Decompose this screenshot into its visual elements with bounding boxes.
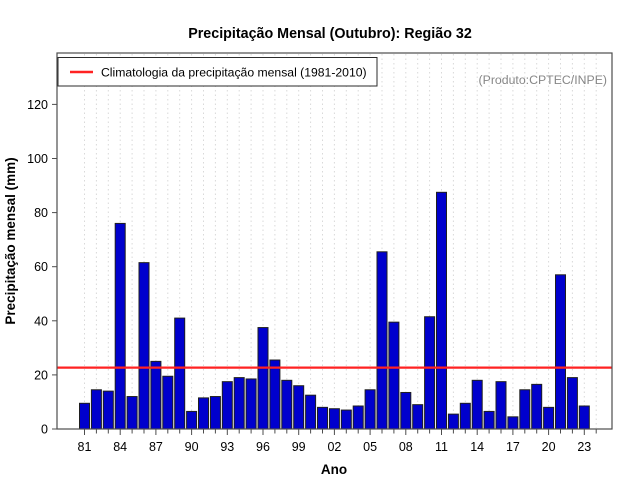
bar-year-1992 — [209, 396, 221, 430]
bar-year-2023 — [578, 405, 590, 430]
bar-year-2018 — [519, 389, 531, 430]
bar-year-2009 — [412, 404, 424, 430]
bar-year-1994 — [233, 377, 245, 430]
bar-year-1981 — [79, 402, 90, 430]
chart-title: Precipitação Mensal (Outubro): Região 32 — [188, 26, 472, 42]
plot-border — [56, 52, 613, 430]
x-tick-label: 96 — [256, 440, 270, 454]
x-tick-label: 99 — [292, 440, 306, 454]
x-tick-label: 02 — [327, 440, 341, 454]
bar-year-1989 — [174, 317, 186, 430]
bar-year-2022 — [566, 377, 578, 430]
x-tick-label: 23 — [577, 440, 591, 454]
bar-year-1985 — [126, 396, 138, 430]
bar-year-1984 — [114, 222, 126, 430]
bar-year-2003 — [340, 409, 352, 430]
bar-year-2021 — [555, 274, 566, 430]
x-tick-label: 05 — [363, 440, 377, 454]
bar-year-2019 — [531, 383, 543, 430]
bar-year-1987 — [150, 360, 162, 430]
bar-year-2000 — [305, 394, 317, 430]
bar-year-1995 — [245, 378, 257, 430]
legend-box — [57, 57, 378, 87]
y-tick-label: 120 — [27, 98, 48, 112]
bar-year-2016 — [495, 381, 507, 430]
bar-year-1991 — [198, 397, 209, 430]
x-tick-label: 93 — [220, 440, 234, 454]
bar-year-2008 — [400, 391, 412, 430]
bar-year-2013 — [459, 402, 471, 430]
bar-year-1997 — [269, 359, 281, 430]
bar-year-1999 — [293, 385, 305, 430]
bar-year-2014 — [471, 379, 483, 430]
bar-year-2010 — [424, 316, 436, 430]
bar-year-1998 — [281, 379, 293, 430]
legend-label: Climatologia da precipitação mensal (198… — [101, 66, 367, 80]
bar-year-2011 — [436, 191, 447, 430]
y-axis-title: Precipitação mensal (mm) — [3, 157, 18, 324]
x-axis-title: Ano — [321, 462, 347, 477]
y-axis: 0 20 40 60 80 100 120 — [27, 98, 57, 437]
y-tick-label: 100 — [27, 152, 48, 166]
x-tick-label: 20 — [542, 440, 556, 454]
bar-year-2012 — [447, 413, 459, 430]
bar-year-1986 — [138, 262, 150, 430]
y-tick-label: 40 — [34, 314, 48, 328]
bar-year-2020 — [543, 406, 555, 430]
x-tick-label: 84 — [113, 440, 127, 454]
bar-year-1993 — [221, 381, 233, 430]
bar-year-2002 — [328, 408, 340, 430]
bar-year-2007 — [388, 321, 400, 430]
bar-year-1988 — [162, 375, 174, 430]
y-tick-label: 20 — [34, 368, 48, 382]
product-watermark: (Produto:CPTEC/INPE) — [479, 73, 607, 87]
x-tick-label: 11 — [435, 440, 448, 454]
x-axis: 81 84 87 90 93 96 99 02 05 08 11 14 17 20 23 — [78, 429, 597, 454]
x-tick-label: 08 — [399, 440, 413, 454]
bar-year-2001 — [317, 406, 328, 430]
bar-year-2005 — [364, 389, 376, 430]
bar-year-1982 — [90, 389, 102, 430]
bar-year-2004 — [352, 405, 364, 430]
x-tick-label: 81 — [78, 440, 92, 454]
y-tick-label: 80 — [34, 206, 48, 220]
bar-year-1990 — [186, 410, 198, 430]
legend: Climatologia da precipitação mensal (198… — [57, 57, 378, 87]
bar-year-1983 — [102, 390, 114, 430]
x-tick-label: 14 — [470, 440, 484, 454]
y-tick-label: 0 — [41, 423, 48, 437]
bar-year-2015 — [483, 410, 495, 430]
bar-year-1996 — [257, 327, 269, 430]
x-tick-label: 87 — [149, 440, 163, 454]
x-tick-label: 17 — [506, 440, 520, 454]
bar-year-2006 — [376, 251, 388, 430]
y-tick-label: 60 — [34, 260, 48, 274]
x-tick-label: 90 — [185, 440, 199, 454]
bar-year-2017 — [507, 416, 519, 430]
